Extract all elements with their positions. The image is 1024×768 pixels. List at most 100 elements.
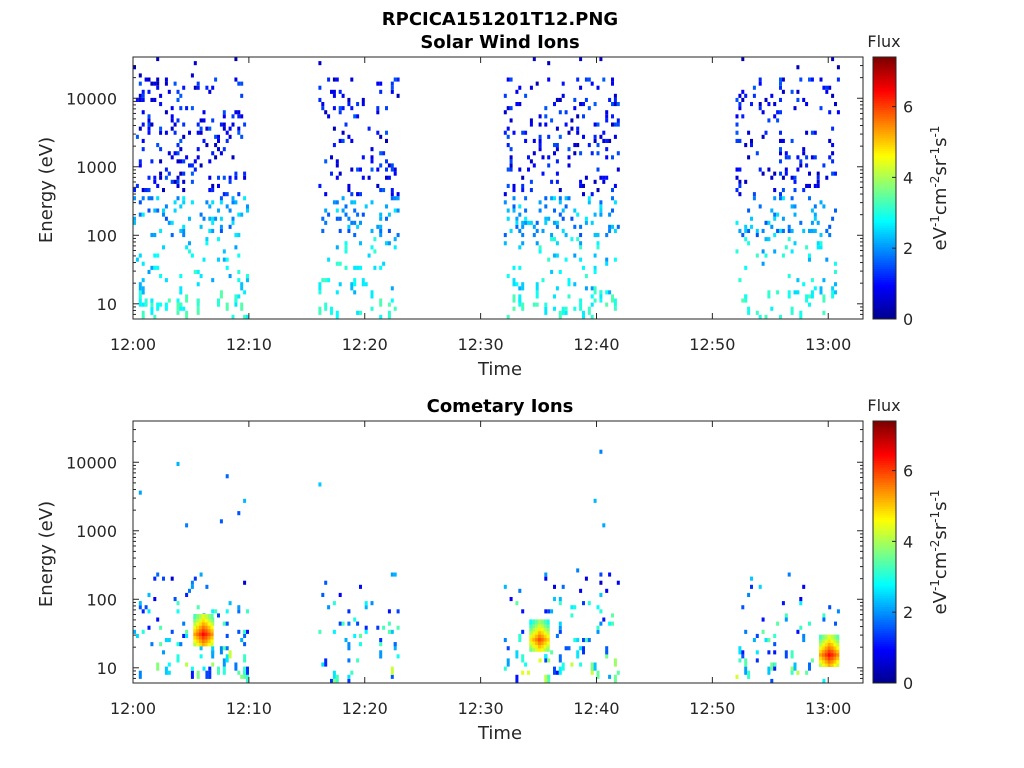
colorbar-segment	[873, 148, 896, 152]
heatmap-cell	[611, 224, 614, 229]
heatmap-cell	[613, 228, 617, 233]
heatmap-hotspot-cell	[210, 641, 214, 647]
heatmap-cell	[196, 298, 200, 303]
heatmap-cell	[379, 642, 383, 647]
heatmap-cell	[330, 155, 333, 160]
heatmap-cell	[335, 245, 339, 250]
heatmap-cell	[335, 216, 339, 221]
heatmap-cell	[602, 175, 606, 180]
heatmap-cell	[147, 77, 151, 82]
heatmap-cell	[796, 97, 800, 102]
colorbar-segment	[873, 59, 896, 62]
heatmap-cell	[222, 192, 226, 197]
heatmap-cell	[613, 122, 617, 127]
heatmap-cell	[208, 188, 212, 193]
heatmap-cell	[338, 110, 342, 115]
heatmap-hotspot-cell	[824, 658, 828, 664]
heatmap-hotspot-cell	[836, 641, 840, 647]
colorbar-segment	[873, 427, 896, 431]
heatmap-cell	[593, 498, 597, 503]
heatmap-cell	[205, 584, 209, 589]
heatmap-cell	[613, 200, 617, 205]
heatmap-cell	[613, 257, 617, 262]
heatmap-cell	[541, 278, 545, 283]
colorbar-segment	[873, 680, 896, 684]
colorbar-segment	[873, 613, 896, 616]
heatmap-hotspot-cell	[836, 651, 840, 657]
heatmap-hotspot-cell	[827, 644, 831, 650]
heatmap-cell	[593, 233, 597, 238]
heatmap-cell	[243, 290, 247, 295]
heatmap-cell	[576, 114, 580, 119]
heatmap-hotspot-cell	[830, 638, 834, 643]
heatmap-cell	[361, 97, 365, 102]
heatmap-cell	[138, 605, 142, 610]
heatmap-cell	[796, 155, 800, 160]
colorbar-segment	[873, 316, 896, 320]
colorbar-segment	[873, 549, 896, 553]
heatmap-cell	[605, 302, 609, 307]
heatmap-cell	[156, 572, 160, 577]
heatmap-cell	[332, 106, 336, 111]
heatmap-cell	[385, 175, 388, 180]
heatmap-cell	[611, 208, 614, 213]
heatmap-cell	[150, 196, 154, 201]
heatmap-cell	[599, 449, 603, 454]
heatmap-cell	[217, 147, 220, 152]
heatmap-cell	[616, 102, 620, 107]
colorbar-segment	[873, 560, 896, 564]
heatmap-cell	[793, 175, 797, 180]
heatmap-cell	[744, 93, 748, 98]
heatmap-cell	[567, 130, 571, 135]
heatmap-hotspot-cell	[546, 633, 550, 639]
heatmap-cell	[217, 175, 220, 180]
heatmap-cell	[373, 237, 377, 242]
heatmap-cell	[353, 265, 357, 270]
heatmap-cell	[781, 216, 785, 221]
colorbar-segment	[873, 597, 896, 601]
heatmap-cell	[222, 175, 226, 180]
heatmap-cell	[784, 171, 788, 176]
colorbar-segment	[873, 482, 896, 485]
heatmap-cell	[332, 89, 336, 94]
heatmap-cell	[353, 617, 357, 622]
heatmap-hotspot-cell	[833, 638, 837, 643]
heatmap-cell	[359, 241, 362, 246]
heatmap-cell	[382, 625, 386, 630]
heatmap-cell	[750, 102, 753, 107]
heatmap-cell	[141, 97, 145, 102]
colorbar-segment	[873, 94, 896, 97]
heatmap-cell	[217, 138, 220, 143]
heatmap-cell	[162, 188, 165, 193]
heatmap-cell	[570, 118, 574, 123]
heatmap-cell	[506, 646, 510, 651]
colorbar-segment	[873, 514, 896, 518]
heatmap-cell	[567, 147, 571, 152]
heatmap-cell	[611, 77, 614, 82]
heatmap-hotspot-cell	[196, 617, 200, 623]
heatmap-cell	[802, 633, 806, 638]
heatmap-cell	[521, 175, 525, 180]
heatmap-cell	[561, 306, 565, 315]
heatmap-cell	[770, 678, 774, 683]
heatmap-cell	[370, 306, 374, 311]
heatmap-cell	[810, 77, 814, 82]
heatmap-cell	[164, 666, 168, 675]
heatmap-cell	[202, 216, 206, 221]
heatmap-cell	[156, 183, 160, 188]
heatmap-cell	[196, 81, 200, 86]
heatmap-cell	[185, 155, 189, 160]
heatmap-cell	[170, 126, 174, 131]
colorbar-segment	[873, 255, 896, 259]
colorbar-segment	[873, 672, 896, 675]
heatmap-cell	[335, 175, 339, 180]
heatmap-cell	[784, 151, 788, 156]
heatmap-cell	[379, 89, 383, 94]
cometary-x-label: Time	[477, 723, 522, 744]
heatmap-cell	[379, 188, 383, 193]
heatmap-cell	[506, 143, 510, 148]
heatmap-cell	[735, 188, 739, 193]
heatmap-hotspot-cell	[819, 644, 822, 650]
heatmap-cell	[561, 93, 565, 98]
heatmap-cell	[338, 171, 342, 176]
